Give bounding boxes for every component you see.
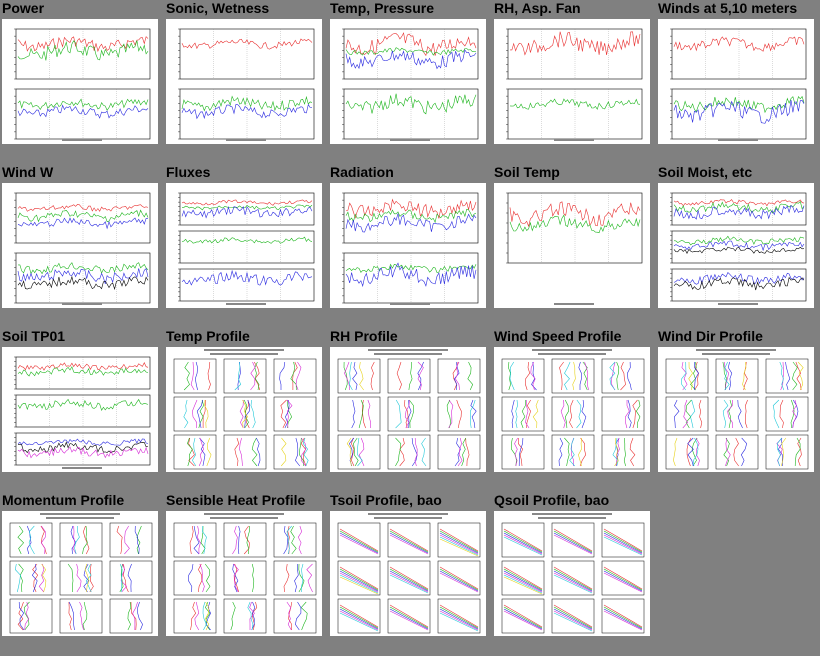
thumbnail-tsoil-profile-bao[interactable] <box>330 511 486 636</box>
title-soil-moist-etc: Soil Moist, etc <box>658 164 753 180</box>
title-soil-tp01: Soil TP01 <box>2 328 66 344</box>
plot-image-rh-asp-fan <box>506 28 643 141</box>
plot-image-power <box>14 28 151 141</box>
thumbnail-sensible-heat-profile[interactable] <box>166 511 322 636</box>
thumbnail-qsoil-profile-bao[interactable] <box>494 511 650 636</box>
thumbnail-wind-w[interactable] <box>2 183 158 308</box>
title-tsoil-profile-bao: Tsoil Profile, bao <box>330 492 442 508</box>
cell-fluxes: Fluxes <box>164 164 328 328</box>
plot-image-sonic-wetness <box>178 28 315 141</box>
thumbnail-fluxes[interactable] <box>166 183 322 308</box>
title-qsoil-profile-bao: Qsoil Profile, bao <box>494 492 610 508</box>
plot-image-soil-moist-etc <box>670 192 807 305</box>
title-soil-temp: Soil Temp <box>494 164 560 180</box>
title-radiation: Radiation <box>330 164 394 180</box>
plot-image-soil-tp01 <box>14 356 151 469</box>
plot-image-temp-profile <box>173 349 317 470</box>
cell-wind-w: Wind W <box>0 164 164 328</box>
plot-image-wind-speed-profile <box>501 349 645 470</box>
plot-image-wind-w <box>14 192 151 305</box>
thumbnail-temp-profile[interactable] <box>166 347 322 472</box>
cell-wind-dir-profile: Wind Dir Profile <box>656 328 820 492</box>
thumbnail-power[interactable] <box>2 19 158 144</box>
cell-soil-temp: Soil Temp <box>492 164 656 328</box>
title-winds-at-5-10-meters: Winds at 5,10 meters <box>658 0 798 16</box>
cell-temp-profile: Temp Profile <box>164 328 328 492</box>
title-temp-pressure: Temp, Pressure <box>330 0 435 16</box>
plot-image-qsoil-profile-bao <box>501 513 645 634</box>
title-wind-dir-profile: Wind Dir Profile <box>658 328 763 344</box>
title-sonic-wetness: Sonic, Wetness <box>166 0 270 16</box>
title-rh-profile: RH Profile <box>330 328 398 344</box>
title-sensible-heat-profile: Sensible Heat Profile <box>166 492 306 508</box>
cell-qsoil-profile-bao: Qsoil Profile, bao <box>492 492 656 656</box>
plot-image-temp-pressure <box>342 28 479 141</box>
title-wind-w: Wind W <box>2 164 54 180</box>
cell-rh-profile: RH Profile <box>328 328 492 492</box>
thumbnail-rh-asp-fan[interactable] <box>494 19 650 144</box>
plot-image-wind-dir-profile <box>665 349 809 470</box>
thumbnail-momentum-profile[interactable] <box>2 511 158 636</box>
plot-image-sensible-heat-profile <box>173 513 317 634</box>
title-temp-profile: Temp Profile <box>166 328 250 344</box>
cell-radiation: Radiation <box>328 164 492 328</box>
thumbnail-wind-dir-profile[interactable] <box>658 347 814 472</box>
plot-image-winds-at-5-10-meters <box>670 28 807 141</box>
thumbnail-soil-moist-etc[interactable] <box>658 183 814 308</box>
cell-sensible-heat-profile: Sensible Heat Profile <box>164 492 328 656</box>
cell-rh-asp-fan: RH, Asp. Fan <box>492 0 656 164</box>
thumbnail-rh-profile[interactable] <box>330 347 486 472</box>
plot-image-tsoil-profile-bao <box>337 513 481 634</box>
thumbnail-winds-at-5-10-meters[interactable] <box>658 19 814 144</box>
cell-tsoil-profile-bao: Tsoil Profile, bao <box>328 492 492 656</box>
title-wind-speed-profile: Wind Speed Profile <box>494 328 622 344</box>
title-power: Power <box>2 0 45 16</box>
title-fluxes: Fluxes <box>166 164 211 180</box>
plot-image-radiation <box>342 192 479 305</box>
cell-power: Power <box>0 0 164 164</box>
thumbnail-sonic-wetness[interactable] <box>166 19 322 144</box>
cell-temp-pressure: Temp, Pressure <box>328 0 492 164</box>
thumbnail-radiation[interactable] <box>330 183 486 308</box>
cell-soil-moist-etc: Soil Moist, etc <box>656 164 820 328</box>
thumbnail-wind-speed-profile[interactable] <box>494 347 650 472</box>
plot-image-soil-temp <box>506 192 643 305</box>
plot-image-rh-profile <box>337 349 481 470</box>
cell-sonic-wetness: Sonic, Wetness <box>164 0 328 164</box>
plot-image-momentum-profile <box>9 513 153 634</box>
title-rh-asp-fan: RH, Asp. Fan <box>494 0 581 16</box>
cell-wind-speed-profile: Wind Speed Profile <box>492 328 656 492</box>
cell-soil-tp01: Soil TP01 <box>0 328 164 492</box>
thumbnail-soil-temp[interactable] <box>494 183 650 308</box>
thumbnail-soil-tp01[interactable] <box>2 347 158 472</box>
title-momentum-profile: Momentum Profile <box>2 492 125 508</box>
cell-momentum-profile: Momentum Profile <box>0 492 164 656</box>
plot-image-fluxes <box>178 192 315 305</box>
thumbnail-temp-pressure[interactable] <box>330 19 486 144</box>
cell-winds-at-5-10-meters: Winds at 5,10 meters <box>656 0 820 164</box>
